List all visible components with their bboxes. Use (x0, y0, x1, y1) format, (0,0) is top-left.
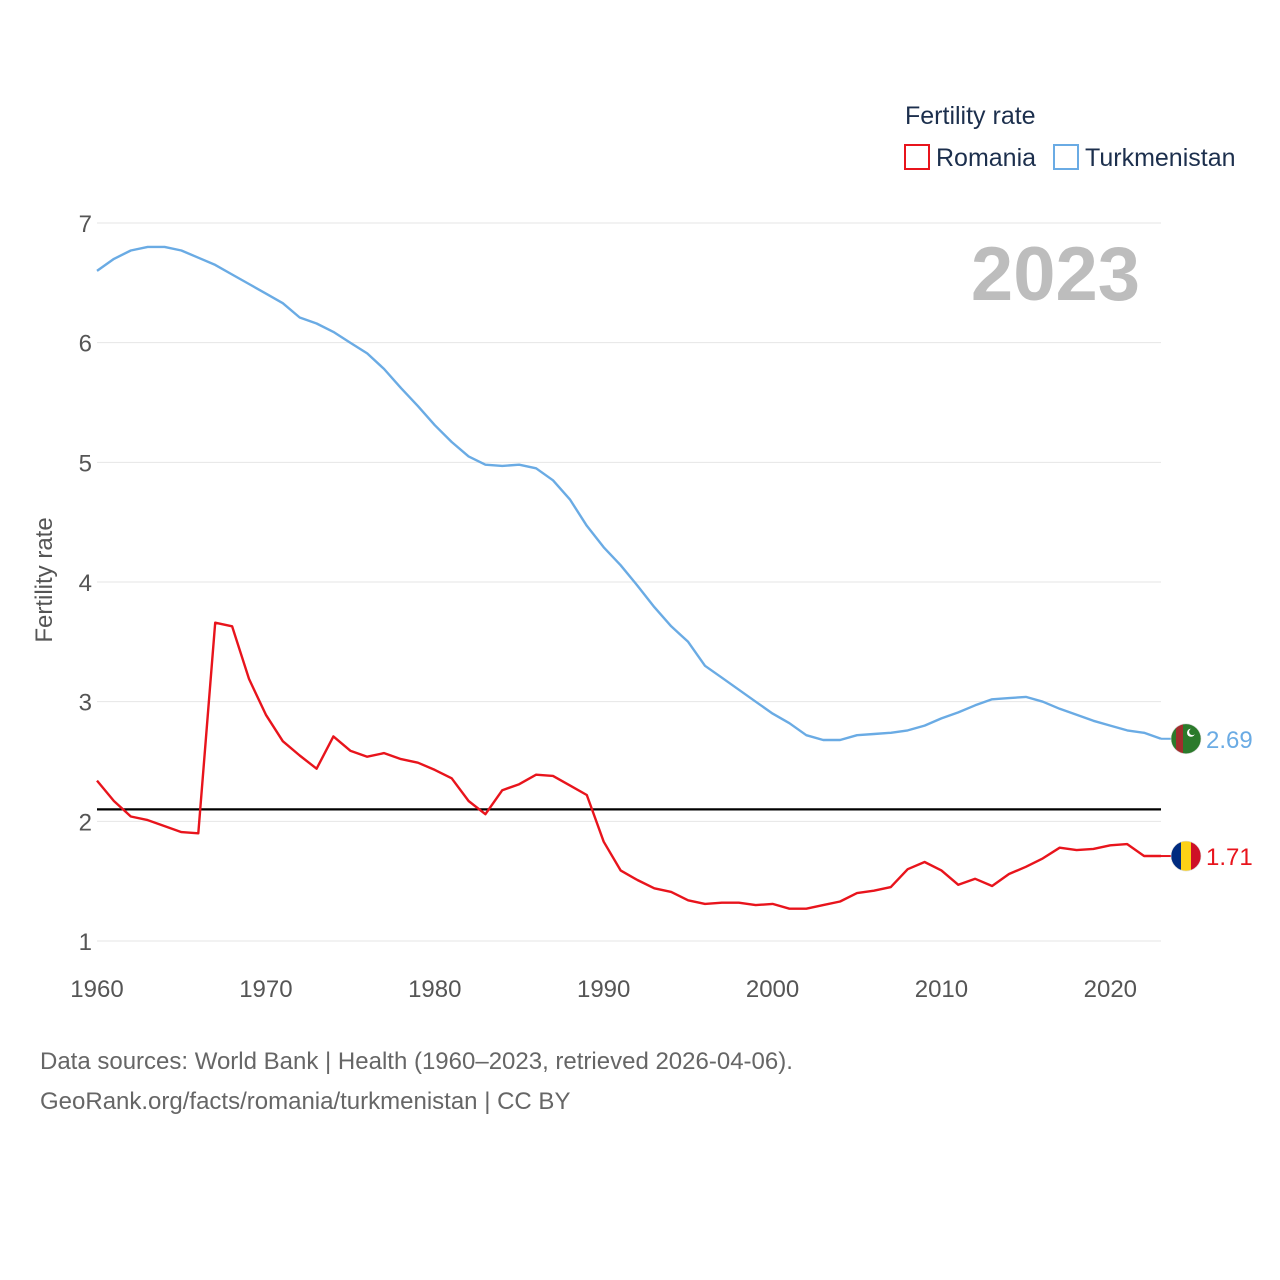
end-value-label-romania: 1.71 (1206, 844, 1253, 871)
y-tick-label-7: 7 (79, 211, 92, 238)
legend-swatch-turkmenistan (1053, 144, 1079, 170)
end-markers: 1.71 2.69 (1161, 723, 1253, 872)
series-lines (96, 245, 1162, 910)
series-line-romania[interactable] (96, 621, 1161, 910)
legend-item-romania[interactable]: Romania (904, 144, 1036, 172)
end-value-label-turkmenistan: 2.69 (1206, 727, 1253, 754)
legend-label-turkmenistan: Turkmenistan (1085, 144, 1236, 172)
legend-item-turkmenistan[interactable]: Turkmenistan (1053, 144, 1236, 172)
y-tick-label-4: 4 (79, 570, 92, 597)
turkmenistan-flag-icon (1170, 723, 1202, 755)
x-tick-label-2020: 2020 (1084, 976, 1137, 1003)
x-tick-label-1970: 1970 (239, 976, 292, 1003)
x-axis-ticks: 1960 1970 1980 1990 2000 2010 2020 (70, 976, 1137, 1003)
legend-title: Fertility rate (905, 102, 1036, 130)
y-tick-label-1: 1 (79, 929, 92, 956)
x-tick-label-1960: 1960 (70, 976, 123, 1003)
x-tick-label-1980: 1980 (408, 976, 461, 1003)
legend-swatch-romania (904, 144, 930, 170)
y-axis-ticks: 1 2 3 4 5 6 7 (79, 211, 92, 956)
legend-label-romania: Romania (936, 144, 1036, 172)
year-watermark: 2023 (971, 232, 1140, 317)
footer: Data sources: World Bank | Health (1960–… (40, 1042, 793, 1122)
grid-lines (97, 222, 1161, 942)
legend: Fertility rate Romania Turkmenistan (904, 102, 1236, 172)
series-line-turkmenistan[interactable] (96, 245, 1162, 742)
y-tick-label-5: 5 (79, 450, 92, 477)
y-tick-label-2: 2 (79, 809, 92, 836)
x-tick-label-2000: 2000 (746, 976, 799, 1003)
x-tick-label-2010: 2010 (915, 976, 968, 1003)
y-tick-label-3: 3 (79, 690, 92, 717)
footer-attribution[interactable]: GeoRank.org/facts/romania/turkmenistan |… (40, 1088, 571, 1115)
y-axis-title: Fertility rate (31, 517, 58, 642)
x-tick-label-1990: 1990 (577, 976, 630, 1003)
y-tick-label-6: 6 (79, 331, 92, 358)
romania-flag-icon (1170, 840, 1202, 872)
footer-data-sources: Data sources: World Bank | Health (1960–… (40, 1048, 793, 1075)
